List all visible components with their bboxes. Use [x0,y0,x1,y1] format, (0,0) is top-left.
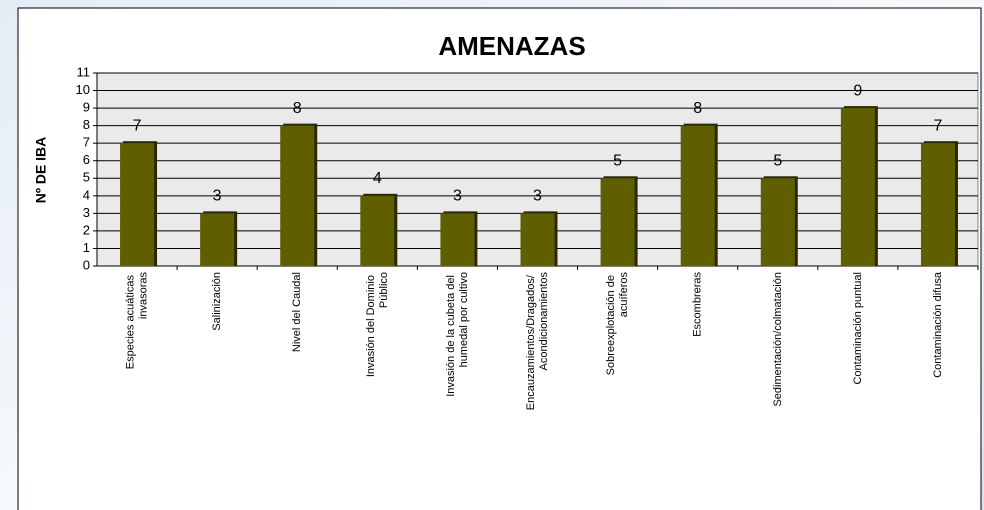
bar [200,213,235,266]
x-tick-label: Contaminación puntual [852,272,864,385]
bar [360,195,395,266]
data-label: 7 [934,117,943,134]
y-tick-label: 3 [83,205,90,220]
x-tick-label: Invasión de la cubeta del humedal por cu… [445,272,470,397]
y-tick-label: 5 [83,170,90,185]
x-tick-label: Especies acuáticas invasoras [124,272,149,370]
data-label: 3 [533,188,542,205]
bar [280,125,315,267]
y-tick-label: 0 [83,257,90,272]
y-tick-label: 2 [83,222,90,237]
y-tick-label: 11 [77,64,91,79]
bar [600,178,635,266]
bar [120,143,155,266]
y-axis-label: Nº DE IBA [33,137,49,204]
chart-title: AMENAZAS [438,31,585,61]
y-tick-label: 10 [76,82,90,97]
bar [520,213,555,266]
x-tick-label: Invasión del Dominio Público [365,272,390,377]
x-tick-label: Salinización [211,272,223,331]
y-tick-label: 8 [83,117,90,132]
data-label: 4 [373,170,382,187]
x-tick-label: Contaminación difusa [932,271,944,378]
bar [840,108,875,266]
data-label: 5 [613,152,622,169]
y-tick-label: 9 [83,100,90,115]
bar [440,213,475,266]
data-label: 8 [293,100,302,117]
x-tick-label: Sedimentación/colmatación [772,272,784,407]
y-tick-label: 4 [83,187,90,202]
data-label: 3 [453,188,462,205]
bar [760,178,795,266]
bar [920,143,955,266]
data-label: 9 [853,82,862,99]
bar [680,125,715,267]
x-tick-label: Escombreras [692,272,704,337]
y-tick-label: 1 [83,240,90,255]
x-tick-label: Encauzamientos/Dragados/ Acondicionamien… [525,272,550,411]
x-tick-label: Sobreexplotación de acuíferos [605,272,630,376]
y-tick-label: 7 [83,135,90,150]
data-label: 8 [693,100,702,117]
x-tick-label: Nivel del Caudal [291,272,303,352]
data-label: 3 [213,188,222,205]
data-label: 7 [133,117,142,134]
y-tick-label: 6 [83,152,90,167]
data-label: 5 [773,152,782,169]
